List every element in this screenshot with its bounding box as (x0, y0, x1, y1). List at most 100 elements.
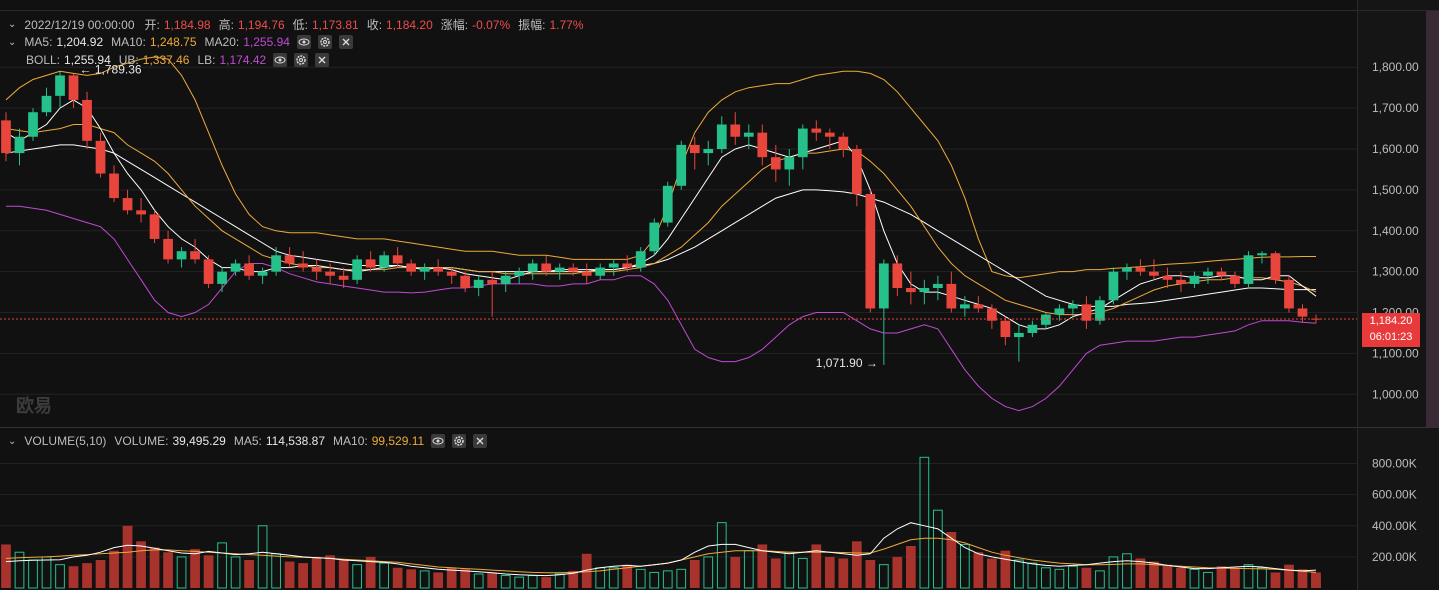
volume-bar (271, 553, 281, 589)
volume-bar (703, 556, 714, 589)
volume-bar (1297, 569, 1308, 588)
close-icon[interactable] (338, 35, 353, 49)
candle-body (514, 271, 525, 276)
gear-icon[interactable] (294, 53, 309, 67)
candle-body (284, 255, 295, 264)
volume-bar (635, 568, 646, 589)
candle-body (230, 263, 241, 272)
price-tick-label: 1,400.00 (1372, 224, 1419, 238)
candle-body (460, 275, 471, 288)
volume-bar (622, 564, 633, 588)
volume-bar (649, 571, 660, 589)
close-icon[interactable] (473, 434, 488, 448)
volume-bar (14, 551, 25, 589)
candle-body (392, 255, 403, 264)
candle-body (987, 308, 997, 321)
eye-icon[interactable] (273, 53, 288, 67)
candle-body (595, 267, 606, 276)
candle-body (824, 132, 835, 137)
volume-bar (1162, 564, 1173, 588)
candle-body (743, 132, 754, 137)
candle-body (41, 95, 52, 113)
ma20-value: 1,255.94 (243, 35, 290, 49)
candle-body (271, 255, 281, 272)
volume-bar (689, 560, 700, 588)
volume-tick-label: 800.00K (1372, 457, 1417, 471)
volume-bar (41, 556, 52, 589)
candle-body (527, 263, 538, 272)
candle-body (257, 271, 268, 276)
lb-value: 1,174.42 (219, 53, 267, 67)
ma5-line (5, 99, 1317, 330)
candle-body (730, 124, 741, 137)
candle-body (1216, 271, 1227, 276)
price-tick-label: 1,800.00 (1372, 60, 1419, 74)
gear-icon[interactable] (452, 434, 467, 448)
volume-bar (554, 573, 565, 589)
price-tick-label: 1,700.00 (1372, 101, 1419, 115)
boll-label: BOLL: (26, 53, 61, 67)
volume-tick-label: 200.00K (1372, 550, 1417, 564)
exchange-watermark: 欧易 (16, 396, 52, 416)
candle-body (1122, 267, 1132, 272)
volume-bar (1149, 561, 1159, 588)
candle-body (892, 263, 903, 288)
volume-bar (608, 567, 619, 589)
candle-body (379, 255, 390, 268)
chevron-down-icon[interactable]: ⌄ (8, 435, 17, 447)
volume-bar (784, 551, 795, 589)
volume-bar (770, 558, 781, 588)
candle-body (946, 283, 957, 309)
chevron-down-icon[interactable]: ⌄ (8, 19, 17, 30)
close-icon[interactable] (315, 53, 330, 67)
volume-bar (365, 556, 376, 588)
candle-body (122, 198, 133, 211)
candle-body (419, 267, 430, 272)
volume-bar (514, 576, 525, 589)
candle-body (973, 304, 984, 309)
volume-bar (865, 560, 876, 588)
candle-body (1284, 279, 1294, 309)
boll-mid-line (5, 144, 1316, 307)
candle-body (136, 210, 146, 215)
volume-bar (1230, 567, 1240, 588)
volume-bar (298, 563, 308, 588)
candle-body (797, 128, 808, 158)
volume-bar (581, 553, 592, 588)
candle-body (662, 185, 673, 223)
candle-body (689, 144, 700, 154)
open-value: 1,184.98 (163, 17, 211, 32)
lb-label: LB: (197, 53, 216, 67)
candle-body (784, 157, 795, 170)
eye-icon[interactable] (431, 434, 446, 448)
volume-bar (1068, 565, 1078, 589)
gear-icon[interactable] (317, 35, 332, 49)
volume-bar (919, 456, 930, 589)
volume-bar (1311, 581, 1321, 588)
vol-ma10-value: 99,529.11 (371, 434, 425, 448)
candle-body (757, 132, 768, 158)
candle-body (1, 120, 11, 154)
volume-bar (338, 560, 349, 588)
eye-icon[interactable] (296, 35, 311, 49)
candle-body (109, 173, 119, 199)
volume-bar (379, 562, 390, 589)
volume-bar (109, 550, 119, 588)
volume-bar (987, 558, 997, 588)
volume-bar (473, 573, 484, 589)
candle-body (1135, 267, 1146, 272)
candle-body (352, 259, 362, 280)
price-tick-label: 1,100.00 (1372, 346, 1419, 360)
candle-body (1054, 308, 1065, 315)
candle-body (703, 149, 714, 154)
candle-body (1108, 271, 1119, 301)
low-annotation: 1,071.90 → (816, 356, 878, 370)
volume-bar (392, 567, 403, 588)
volume-bar (676, 568, 687, 589)
ma5-label: MA5: (24, 35, 53, 49)
candle-body (1257, 253, 1267, 256)
candle-body (68, 75, 79, 100)
volume-bar (1027, 562, 1038, 589)
chevron-down-icon[interactable]: ⌄ (8, 36, 17, 48)
